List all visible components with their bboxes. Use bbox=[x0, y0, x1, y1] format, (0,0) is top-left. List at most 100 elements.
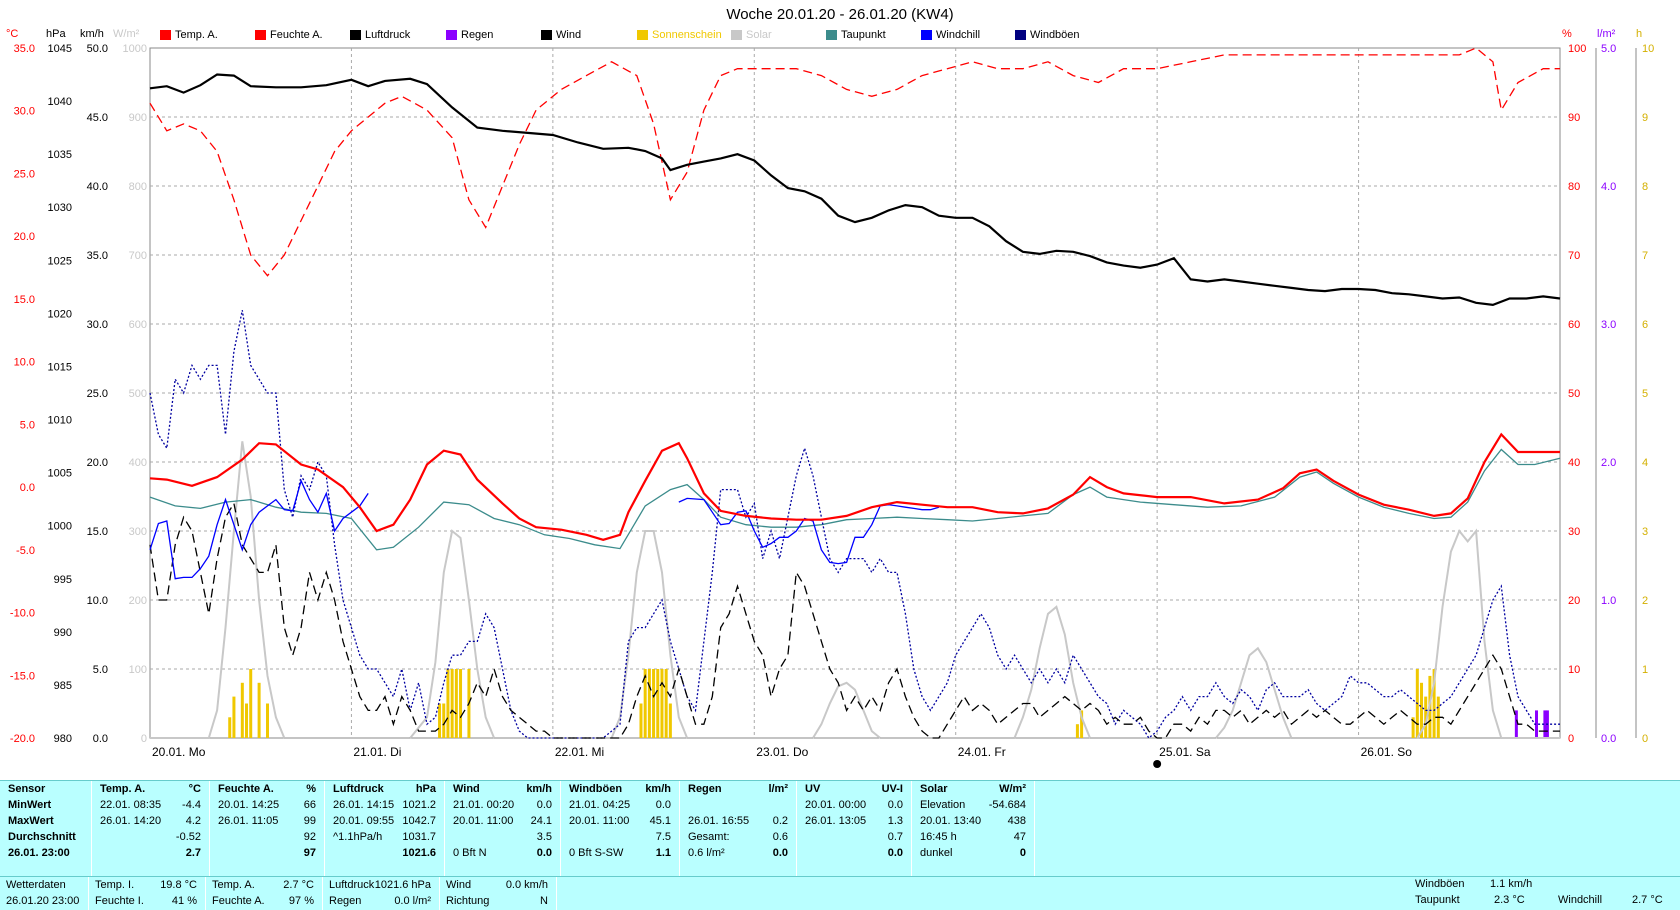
temp-tick-label: 25.0 bbox=[14, 168, 35, 180]
stats-value: 0.6 bbox=[772, 831, 788, 843]
stats-column: Sensor MinWert MaxWert Durchschnitt 26.01. 2… bbox=[0, 781, 92, 876]
bottom-pressure-rain: Luftdruck 1021.6 hPa Regen 0.0 l/m² bbox=[323, 877, 440, 910]
bottom-label: Wetterdaten bbox=[6, 879, 66, 891]
solar-tick-label: 400 bbox=[129, 457, 147, 469]
x-tick-label: 22.01. Mi bbox=[555, 745, 604, 759]
temp-tick-label: 5.0 bbox=[20, 419, 35, 431]
humidity-tick-label: 0 bbox=[1568, 733, 1574, 745]
legend-label: Windchill bbox=[936, 29, 981, 41]
sun-tick-label: 0 bbox=[1642, 733, 1648, 745]
bottom-station: Wetterdaten 26.01.20 23:00 bbox=[0, 877, 89, 910]
stats-header: Temp. A. bbox=[100, 783, 146, 795]
legend-swatch bbox=[541, 30, 552, 40]
series-wind bbox=[149, 501, 1560, 739]
stats-column: Regen l/m² 26.01. 16:55 0.2 Gesamt: 0.6 0.6 l/… bbox=[680, 781, 797, 876]
stats-value: 45.1 bbox=[649, 815, 671, 827]
bar-sonnenschein bbox=[459, 669, 463, 738]
legend-swatch bbox=[826, 30, 837, 40]
temp-tick-label: 0.0 bbox=[20, 482, 35, 494]
rain-tick-label: 5.0 bbox=[1601, 43, 1616, 55]
bar-sonnenschein bbox=[652, 669, 656, 738]
stats-value: 0.0 bbox=[536, 847, 552, 859]
x-tick-label: 21.01. Di bbox=[353, 745, 401, 759]
humidity-tick-label: 50 bbox=[1568, 388, 1580, 400]
legend-label: Solar bbox=[746, 29, 772, 41]
stats-value: 1021.2 bbox=[402, 799, 436, 811]
solar-tick-label: 600 bbox=[129, 319, 147, 331]
temp-tick-label: 10.0 bbox=[14, 357, 35, 369]
bar-sonnenschein bbox=[1075, 724, 1079, 738]
stats-value: 0.0 bbox=[655, 799, 671, 811]
pressure-tick-label: 1040 bbox=[48, 96, 72, 108]
sun-tick-label: 9 bbox=[1642, 112, 1648, 124]
legend-swatch bbox=[350, 30, 361, 40]
rain-tick-label: 4.0 bbox=[1601, 181, 1616, 193]
stats-time: 20.01. 11:00 bbox=[569, 815, 630, 827]
stats-time: 26.01. 11:05 bbox=[218, 815, 279, 827]
sun-tick-label: 2 bbox=[1642, 595, 1648, 607]
stats-row-label: MinWert bbox=[8, 799, 52, 811]
axis-unit-humidity: % bbox=[1562, 28, 1572, 40]
bottom-label: Temp. A. bbox=[212, 879, 255, 891]
bar-sonnenschein bbox=[643, 669, 647, 738]
wind-tick-label: 5.0 bbox=[93, 664, 108, 676]
stats-time: 20.01. 11:00 bbox=[453, 815, 514, 827]
stats-header: Wind bbox=[453, 783, 480, 795]
temp-tick-label: -15.0 bbox=[10, 670, 35, 682]
bar-sonnenschein bbox=[668, 703, 672, 738]
wind-tick-label: 30.0 bbox=[87, 319, 108, 331]
legend-label: Regen bbox=[461, 29, 494, 41]
series-windchill bbox=[149, 478, 940, 580]
bottom-extra-text: Windböen bbox=[1415, 878, 1465, 890]
stats-table: Sensor MinWert MaxWert Durchschnitt 26.01. 2… bbox=[0, 780, 1680, 876]
legend-label: Wind bbox=[556, 29, 582, 41]
wind-tick-label: 50.0 bbox=[87, 43, 108, 55]
bottom-label: Wind bbox=[446, 879, 472, 891]
bottom-value: 0.0 l/m² bbox=[394, 895, 431, 907]
stats-value: 3.5 bbox=[536, 831, 552, 843]
x-tick-label: 23.01. Do bbox=[756, 745, 808, 759]
legend-item: Feuchte A. bbox=[255, 29, 323, 41]
series-solar bbox=[150, 441, 1560, 739]
stats-column: Luftdruck hPa 26.01. 14:15 1021.2 20.01. 09:… bbox=[325, 781, 445, 876]
stats-time: Gesamt: bbox=[688, 831, 730, 843]
bar-sonnenschein bbox=[656, 669, 660, 738]
solar-tick-label: 900 bbox=[129, 112, 147, 124]
bottom-label: Richtung bbox=[446, 895, 490, 907]
stats-unit: °C bbox=[188, 783, 201, 795]
rain-tick-label: 1.0 bbox=[1601, 595, 1616, 607]
bottom-label: Temp. I. bbox=[95, 879, 135, 891]
bar-sonnenschein bbox=[664, 669, 668, 738]
bottom-extra-text: Windchill bbox=[1558, 894, 1603, 906]
current-weather-bar: Wetterdaten 26.01.20 23:00 Temp. I. 19.8 °C… bbox=[0, 876, 1680, 910]
chart-legend: Temp. A. Feuchte A. Luftdruck Regen Wind Sonn… bbox=[0, 29, 1680, 45]
bottom-value: 1021.6 hPa bbox=[374, 879, 431, 891]
stats-header: Luftdruck bbox=[333, 783, 384, 795]
stats-value: 47 bbox=[1013, 831, 1026, 843]
stats-value: 0.0 bbox=[772, 847, 788, 859]
series-windb-en bbox=[149, 310, 1560, 739]
legend-swatch bbox=[637, 30, 648, 40]
stats-time: ^1.1hPa/h bbox=[333, 831, 383, 843]
stats-header: Solar bbox=[920, 783, 948, 795]
wind-tick-label: 35.0 bbox=[87, 250, 108, 262]
legend-swatch bbox=[446, 30, 457, 40]
pressure-tick-label: 1030 bbox=[48, 202, 72, 214]
stats-time: 0.6 l/m² bbox=[688, 847, 725, 859]
stats-row-label: Durchschnitt bbox=[8, 831, 76, 843]
bar-sonnenschein bbox=[1432, 669, 1436, 738]
stats-time: Elevation bbox=[920, 799, 966, 811]
stats-time: 20.01. 09:55 bbox=[333, 815, 395, 827]
sun-tick-label: 10 bbox=[1642, 43, 1654, 55]
stats-value: 1042.7 bbox=[402, 815, 436, 827]
stats-time: 16:45 h bbox=[920, 831, 957, 843]
stats-header: Regen bbox=[688, 783, 722, 795]
chart-canvas: 20.01. Mo 21.01. Di 22.01. Mi 23.01. Do 24.0… bbox=[6, 28, 1654, 768]
stats-value: 4.2 bbox=[185, 815, 201, 827]
stats-column: Windböen km/h 21.01. 04:25 0.0 20.01. 11:00 4… bbox=[561, 781, 680, 876]
bar-sonnenschein bbox=[1420, 682, 1424, 738]
pressure-tick-label: 995 bbox=[54, 574, 72, 586]
stats-value: 1.1 bbox=[655, 847, 671, 859]
solar-tick-label: 700 bbox=[129, 250, 147, 262]
stats-column: Solar W/m² Elevation -54.684 20.01. 13:40 438… bbox=[912, 781, 1035, 876]
